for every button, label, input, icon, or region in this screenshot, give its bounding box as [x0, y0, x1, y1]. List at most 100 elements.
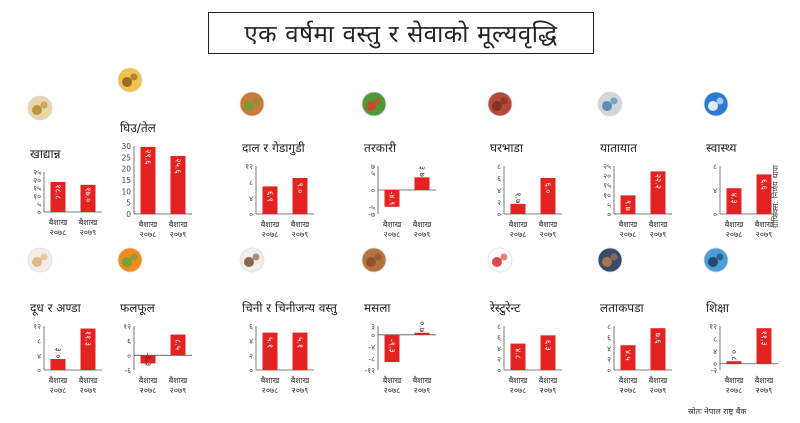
y-tick-label: ० [127, 351, 131, 360]
bar [384, 334, 400, 363]
y-tick-label: १२ [33, 322, 41, 331]
y-tick-label: ० [497, 366, 501, 375]
x-tick-label-year: २०७८ [510, 230, 527, 239]
y-tick-label: ४ [249, 337, 253, 346]
x-tick-label: बैशाख [169, 375, 188, 385]
data-label: -३.३ [144, 352, 153, 366]
bus-icon [602, 101, 612, 111]
x-tick-label-year: २०७९ [292, 386, 309, 395]
y-tick-label: २ [249, 351, 253, 360]
x-tick-label: बैशाख [79, 375, 98, 385]
x-tick-label-year: २०७९ [540, 386, 557, 395]
bar [50, 181, 66, 212]
bar [140, 146, 156, 214]
x-tick-label: बैशाख [139, 375, 158, 385]
x-tick-label: बैशाख [725, 375, 744, 385]
x-tick-label-year: २०७९ [756, 386, 773, 395]
y-tick-label: २५ [603, 162, 611, 171]
y-tick-label: 10 [121, 187, 131, 196]
house-icon [492, 101, 502, 111]
y-tick-label: 5 [126, 199, 131, 208]
data-label: ४.३ [730, 193, 739, 204]
title-box: एक वर्षमा वस्तु र सेवाको मूल्यवृद्धि [208, 12, 594, 54]
x-tick-label: बैशाख [49, 217, 68, 227]
y-tick-label: २० [33, 176, 41, 185]
milk-egg-icon-accent [40, 253, 48, 261]
x-tick-label: बैशाख [383, 375, 402, 385]
chart-panel: घिउ/तेल051015202530२९.६बैशाख२०७८२५.६बैशा… [117, 67, 192, 239]
y-tick-label: -१२ [364, 366, 375, 375]
x-tick-label: बैशाख [261, 375, 280, 385]
y-tick-label: ० [607, 366, 611, 375]
chart-panel: दूध र अण्डा०४८१२३.०बैशाख२०७८११.३बैशाख२०७… [27, 247, 102, 395]
x-tick-label-year: २०७९ [756, 230, 773, 239]
bar [620, 345, 636, 370]
data-label: ४.५ [624, 350, 633, 361]
data-label: ५.१ [266, 337, 275, 348]
clothes-icon-accent [610, 253, 618, 261]
x-tick-label: बैशाख [725, 219, 744, 229]
education-icon [708, 257, 718, 267]
x-tick-label-year: २०७८ [510, 386, 527, 395]
x-tick-label-year: २०७९ [170, 386, 187, 395]
x-tick-label: बैशाख [49, 375, 68, 385]
grain-icon [32, 105, 42, 115]
data-label: ०.७ [418, 321, 427, 332]
chart-panel: दाल र गेडागुडी०४८१२६.९बैशाख२०७८९.०बैशाख२… [239, 91, 314, 239]
chart-panel: चिनी र चिनीजन्य वस्तु०२४६५.१बैशाख२०७८५.१… [239, 247, 338, 395]
y-tick-label: ४ [249, 194, 253, 203]
x-tick-label-year: २०७८ [384, 386, 401, 395]
data-label: ६.३ [544, 340, 553, 351]
sugar-icon-accent [252, 253, 260, 261]
y-tick-label: ८ [713, 162, 717, 171]
chart-title: घरभाडा [490, 141, 524, 155]
data-label: -९.३ [388, 339, 397, 353]
y-tick-label: २ [497, 198, 501, 207]
page-title: एक वर्षमा वस्तु र सेवाको मूल्यवृद्धि [244, 20, 558, 48]
restaurant-icon [492, 257, 502, 267]
x-tick-label-year: २०७८ [140, 230, 157, 239]
data-label: ६.९ [266, 191, 275, 202]
y-tick-label: ४ [37, 351, 41, 360]
bar [726, 361, 742, 364]
bar [384, 190, 400, 207]
y-tick-label: -५ [368, 203, 375, 212]
data-label: १८.८ [54, 184, 63, 199]
bar [726, 188, 742, 214]
x-tick-label: बैशाख [619, 219, 638, 229]
y-tick-label: १० [33, 192, 41, 201]
y-tick-label: ६ [497, 333, 501, 342]
sugar-icon [244, 257, 254, 267]
y-tick-label: 0 [126, 210, 131, 219]
y-tick-label: १२ [709, 322, 717, 331]
data-label: ३.० [54, 348, 63, 359]
y-tick-label: ८ [37, 337, 41, 346]
x-tick-label-year: २०७८ [620, 230, 637, 239]
bar [80, 328, 96, 370]
bar [510, 203, 526, 214]
chart-title: फलफूल [120, 301, 156, 316]
data-label: ६.० [544, 183, 553, 194]
data-label: ३.७ [418, 166, 427, 177]
data-label: ४.८ [514, 348, 523, 359]
x-tick-label: बैशाख [755, 375, 774, 385]
y-tick-label: ८ [607, 322, 611, 331]
y-tick-label: ० [37, 366, 41, 375]
health-icon [708, 101, 718, 111]
y-tick-label: ४ [497, 344, 501, 353]
bar [510, 343, 526, 370]
x-tick-label: बैशाख [261, 219, 280, 229]
data-label: -४.९ [388, 192, 397, 206]
bar [540, 335, 556, 370]
bar [620, 195, 636, 214]
x-tick-label-year: २०७९ [80, 386, 97, 395]
data-label: ६.६ [760, 179, 769, 190]
bar [540, 178, 556, 214]
y-tick-label: ८ [713, 335, 717, 344]
y-tick-label: ४ [713, 347, 717, 356]
x-tick-label: बैशाख [139, 219, 158, 229]
y-tick-label: ४ [497, 186, 501, 195]
